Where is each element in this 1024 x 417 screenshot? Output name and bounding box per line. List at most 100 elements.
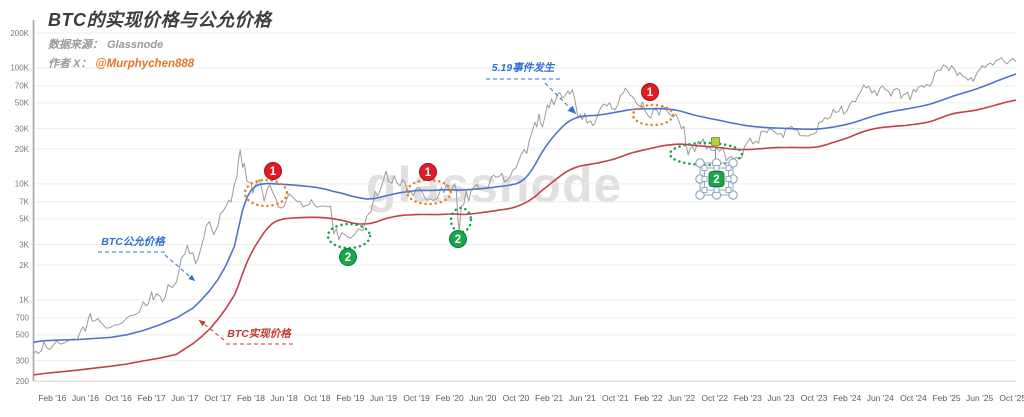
x-axis-tick-label: Feb '17	[138, 393, 166, 403]
arrow-head	[199, 320, 206, 327]
y-axis-tick-label: 30K	[15, 124, 30, 133]
x-axis-tick-label: Oct '17	[205, 393, 232, 403]
green-dotted-ellipse	[326, 222, 372, 250]
event-519-label: 5.19事件发生	[486, 61, 577, 115]
selection-square-handle[interactable]	[725, 165, 732, 171]
step-badge-1: 1	[264, 162, 282, 180]
y-axis-tick-label: 100K	[10, 64, 29, 73]
y-axis-tick-label: 5K	[19, 215, 29, 224]
arrow-head	[188, 274, 195, 281]
chart-title: BTC的实现价格与公允价格	[48, 10, 272, 30]
y-axis-tick-label: 3K	[19, 240, 29, 249]
x-axis-tick-label: Jun '24	[867, 393, 894, 403]
x-axis-tick-label: Feb '19	[336, 393, 364, 403]
selection-square-handle[interactable]	[701, 176, 708, 182]
y-axis-tick-label: 7K	[19, 198, 29, 207]
x-axis-tick-label: Jun '22	[668, 393, 695, 403]
y-axis-tick-label: 200K	[10, 29, 29, 38]
badge-circle	[449, 230, 467, 248]
annotation-selection: 2	[695, 137, 738, 200]
x-axis-tick-label: Jun '16	[72, 393, 99, 403]
fair-price-line	[33, 73, 1016, 344]
selection-square-handle[interactable]	[701, 187, 708, 193]
source-value: Glassnode	[107, 39, 164, 51]
badge-circle	[641, 83, 659, 101]
y-axis-tick-label: 20K	[15, 145, 30, 154]
x-axis-tick-label: Feb '18	[237, 393, 265, 403]
badge-number: 2	[345, 252, 351, 264]
x-axis-tick-label: Feb '21	[535, 393, 563, 403]
y-axis-tick-label: 700	[16, 314, 30, 323]
y-axis-tick-label: 500	[16, 331, 30, 340]
realized-price-line	[33, 99, 1016, 376]
callout-arrow-line	[198, 319, 225, 341]
selection-square-handle[interactable]	[725, 187, 732, 193]
author-handle[interactable]: @Murphychen888	[95, 58, 195, 70]
realized-price-label: BTC实现价格	[198, 319, 293, 345]
x-axis-tick-label: Jun '19	[370, 393, 397, 403]
x-axis-tick-label: Oct '22	[701, 393, 728, 403]
badge-circle	[339, 248, 357, 266]
green-dotted-ellipse	[449, 206, 473, 234]
selection-square-handle[interactable]	[713, 187, 720, 193]
selection-square-handle[interactable]	[701, 165, 708, 171]
x-axis-tick-label: Feb '24	[833, 393, 861, 403]
green-dotted-ellipse	[668, 141, 744, 167]
x-axis-tick-label: Jun '17	[171, 393, 198, 403]
x-axis-tick-label: Jun '21	[569, 393, 596, 403]
btc-price-line	[33, 57, 1016, 356]
y-axis-tick-label: 1K	[19, 296, 29, 305]
badge-number: 1	[270, 166, 277, 178]
badge-number: 1	[647, 87, 654, 99]
orange-dotted-ellipse	[631, 103, 675, 127]
selection-square-handle[interactable]	[713, 165, 720, 171]
y-axis-tick-label: 2K	[19, 261, 29, 270]
x-axis-tick-label: Oct '24	[900, 393, 927, 403]
step-badge-1: 1	[419, 163, 437, 181]
y-axis-tick-label: 70K	[15, 82, 30, 91]
x-axis-tick-label: Oct '16	[105, 393, 132, 403]
x-axis-tick-label: Jun '23	[767, 393, 794, 403]
x-axis-tick-label: Feb '20	[436, 393, 464, 403]
selection-square-handle[interactable]	[725, 176, 732, 182]
x-axis-tick-label: Feb '25	[932, 393, 960, 403]
x-axis-tick-label: Oct '19	[403, 393, 430, 403]
orange-dotted-ellipse	[243, 178, 289, 208]
x-axis-tick-label: Oct '18	[304, 393, 331, 403]
y-axis-tick-label: 10K	[15, 180, 30, 189]
fair-price-label-text: BTC公允价格	[101, 235, 166, 248]
step-badge-2: 2	[339, 248, 357, 266]
x-axis-tick-label: Oct '25	[999, 393, 1024, 403]
x-axis-tick-label: Oct '21	[602, 393, 629, 403]
x-axis-tick-label: Oct '20	[503, 393, 530, 403]
badge-number: 2	[455, 234, 461, 246]
realized-price-label-text: BTC实现价格	[227, 327, 292, 340]
y-axis-tick-label: 200	[16, 377, 30, 386]
step-badge-2: 2	[449, 230, 467, 248]
x-axis-tick-label: Feb '23	[734, 393, 762, 403]
rotation-handle[interactable]	[711, 137, 720, 146]
author-line: 作者 X： @Murphychen888	[48, 55, 548, 71]
x-axis-tick-label: Jun '18	[271, 393, 298, 403]
badge-number: 1	[425, 167, 432, 179]
selected-badge-rect[interactable]	[708, 171, 725, 187]
badge-circle	[264, 162, 282, 180]
source-label: 数据来源：	[48, 39, 103, 51]
y-axis-tick-label: 300	[16, 356, 30, 365]
y-axis-tick-label: 50K	[15, 99, 30, 108]
x-axis-tick-label: Feb '16	[38, 393, 66, 403]
x-axis-tick-label: Feb '22	[634, 393, 662, 403]
arrow-head	[567, 105, 576, 114]
badge-circle	[419, 163, 437, 181]
event-519-label-text: 5.19事件发生	[492, 61, 556, 74]
fair-price-label: BTC公允价格	[98, 235, 196, 282]
x-axis-tick-label: Oct '23	[801, 393, 828, 403]
author-label: 作者 X：	[48, 58, 92, 70]
step-badge-1: 1	[641, 83, 659, 101]
badge-number: 2	[713, 174, 719, 186]
data-source-line: 数据来源： Glassnode	[48, 36, 548, 52]
x-axis-tick-label: Jun '20	[469, 393, 496, 403]
x-axis-tick-label: Jun '25	[966, 393, 993, 403]
